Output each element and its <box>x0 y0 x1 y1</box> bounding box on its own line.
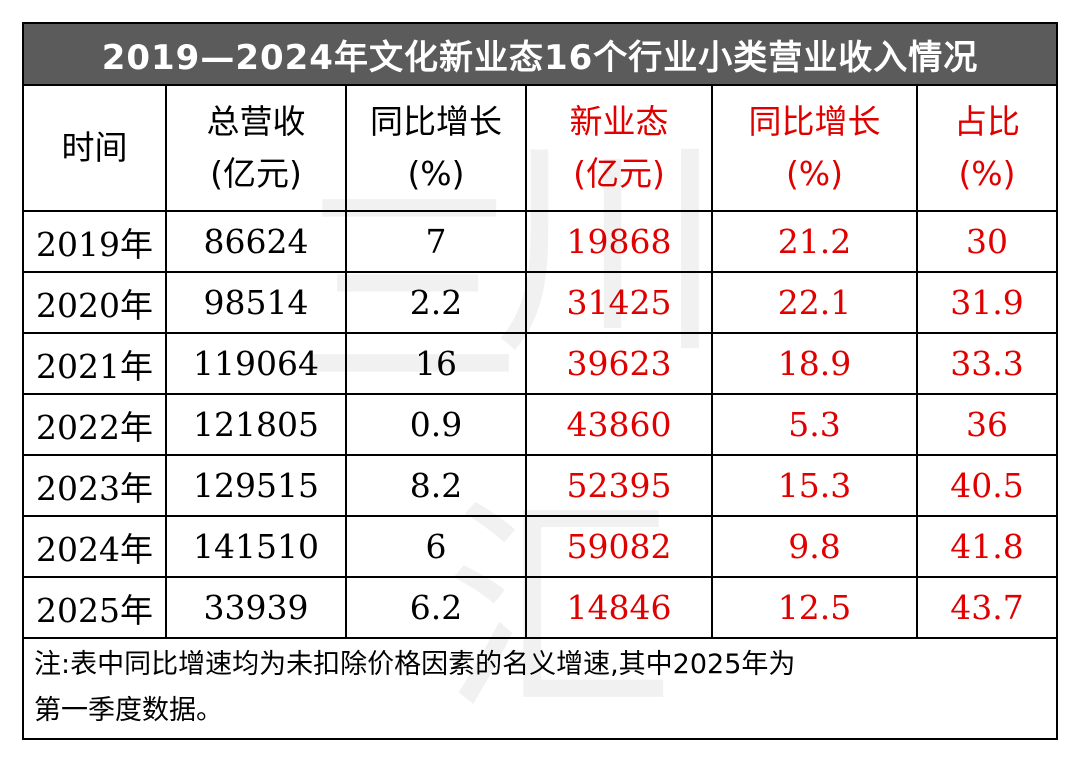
cell-total-growth: 7 <box>345 210 527 273</box>
header-total-growth: 同比增长 (%) <box>345 86 527 212</box>
footnote-line: 注:表中同比增速均为未扣除价格因素的名义增速,其中2025年为 <box>34 649 796 680</box>
cell-new: 43860 <box>525 393 713 456</box>
cell-new: 59082 <box>525 515 713 578</box>
cell-new: 52395 <box>525 454 713 517</box>
cell-share: 33.3 <box>916 332 1056 395</box>
cell-year: 2022年 <box>24 393 167 456</box>
cell-year: 2024年 <box>24 515 167 578</box>
cell-year: 2025年 <box>24 576 167 639</box>
cell-new: 31425 <box>525 271 713 334</box>
header-row: 时间 总营收 (亿元) 同比增长 (%) 新业态 (亿元) 同比增长 (%) <box>24 86 1056 212</box>
header-label: 同比增长 <box>748 102 881 141</box>
header-unit: (亿元) <box>573 154 665 193</box>
cell-total: 86624 <box>165 210 347 273</box>
cell-total: 33939 <box>165 576 347 639</box>
cell-year: 2020年 <box>24 271 167 334</box>
cell-new-growth: 9.8 <box>711 515 918 578</box>
cell-total-growth: 6 <box>345 515 527 578</box>
header-time: 时间 <box>24 86 167 212</box>
header-unit: (%) <box>785 154 844 193</box>
table-row: 2025年 33939 6.2 14846 12.5 43.7 <box>24 576 1056 639</box>
cell-share: 36 <box>916 393 1056 456</box>
cell-total-growth: 2.2 <box>345 271 527 334</box>
cell-new-growth: 18.9 <box>711 332 918 395</box>
footnote: 注:表中同比增速均为未扣除价格因素的名义增速,其中2025年为 第一季度数据。 <box>24 632 1056 740</box>
cell-share: 43.7 <box>916 576 1056 639</box>
cell-share: 41.8 <box>916 515 1056 578</box>
header-new-business: 新业态 (亿元) <box>525 86 713 212</box>
cell-total: 129515 <box>165 454 347 517</box>
cell-total-growth: 16 <box>345 332 527 395</box>
footnote-line: 第一季度数据。 <box>34 695 223 726</box>
cell-new-growth: 21.2 <box>711 210 918 273</box>
cell-total: 141510 <box>165 515 347 578</box>
cell-new-growth: 5.3 <box>711 393 918 456</box>
header-unit: (亿元) <box>210 154 302 193</box>
cell-year: 2023年 <box>24 454 167 517</box>
cell-new-growth: 12.5 <box>711 576 918 639</box>
header-share: 占比 (%) <box>916 86 1056 212</box>
cell-total-growth: 8.2 <box>345 454 527 517</box>
table-row: 2020年 98514 2.2 31425 22.1 31.9 <box>24 271 1056 334</box>
table-row: 2022年 121805 0.9 43860 5.3 36 <box>24 393 1056 456</box>
header-total-revenue: 总营收 (亿元) <box>165 86 347 212</box>
table-row: 2021年 119064 16 39623 18.9 33.3 <box>24 332 1056 395</box>
table-frame: 2019—2024年文化新业态16个行业小类营业收入情况 时间 总营收 (亿元)… <box>22 22 1058 745</box>
cell-new-growth: 22.1 <box>711 271 918 334</box>
header-label: 占比 <box>954 102 1020 141</box>
header-time-label: 时间 <box>61 128 128 167</box>
cell-share: 40.5 <box>916 454 1056 517</box>
cell-year: 2021年 <box>24 332 167 395</box>
cell-total: 98514 <box>165 271 347 334</box>
cell-year: 2019年 <box>24 210 167 273</box>
header-label: 总营收 <box>206 102 306 141</box>
cell-total: 119064 <box>165 332 347 395</box>
table-row: 2019年 86624 7 19868 21.2 30 <box>24 210 1056 273</box>
header-unit: (%) <box>958 154 1016 193</box>
header-label: 新业态 <box>569 102 669 141</box>
cell-total-growth: 6.2 <box>345 576 527 639</box>
cell-new: 39623 <box>525 332 713 395</box>
table-row: 2023年 129515 8.2 52395 15.3 40.5 <box>24 454 1056 517</box>
header-new-growth: 同比增长 (%) <box>711 86 918 212</box>
cell-share: 30 <box>916 210 1056 273</box>
table-title: 2019—2024年文化新业态16个行业小类营业收入情况 <box>24 24 1056 86</box>
cell-new: 14846 <box>525 576 713 639</box>
cell-total: 121805 <box>165 393 347 456</box>
table-row: 2024年 141510 6 59082 9.8 41.8 <box>24 515 1056 578</box>
cell-new-growth: 15.3 <box>711 454 918 517</box>
cell-new: 19868 <box>525 210 713 273</box>
header-label: 同比增长 <box>370 102 502 141</box>
cell-share: 31.9 <box>916 271 1056 334</box>
header-unit: (%) <box>407 154 465 193</box>
revenue-table: 时间 总营收 (亿元) 同比增长 (%) 新业态 (亿元) 同比增长 (%) <box>24 86 1056 639</box>
cell-total-growth: 0.9 <box>345 393 527 456</box>
